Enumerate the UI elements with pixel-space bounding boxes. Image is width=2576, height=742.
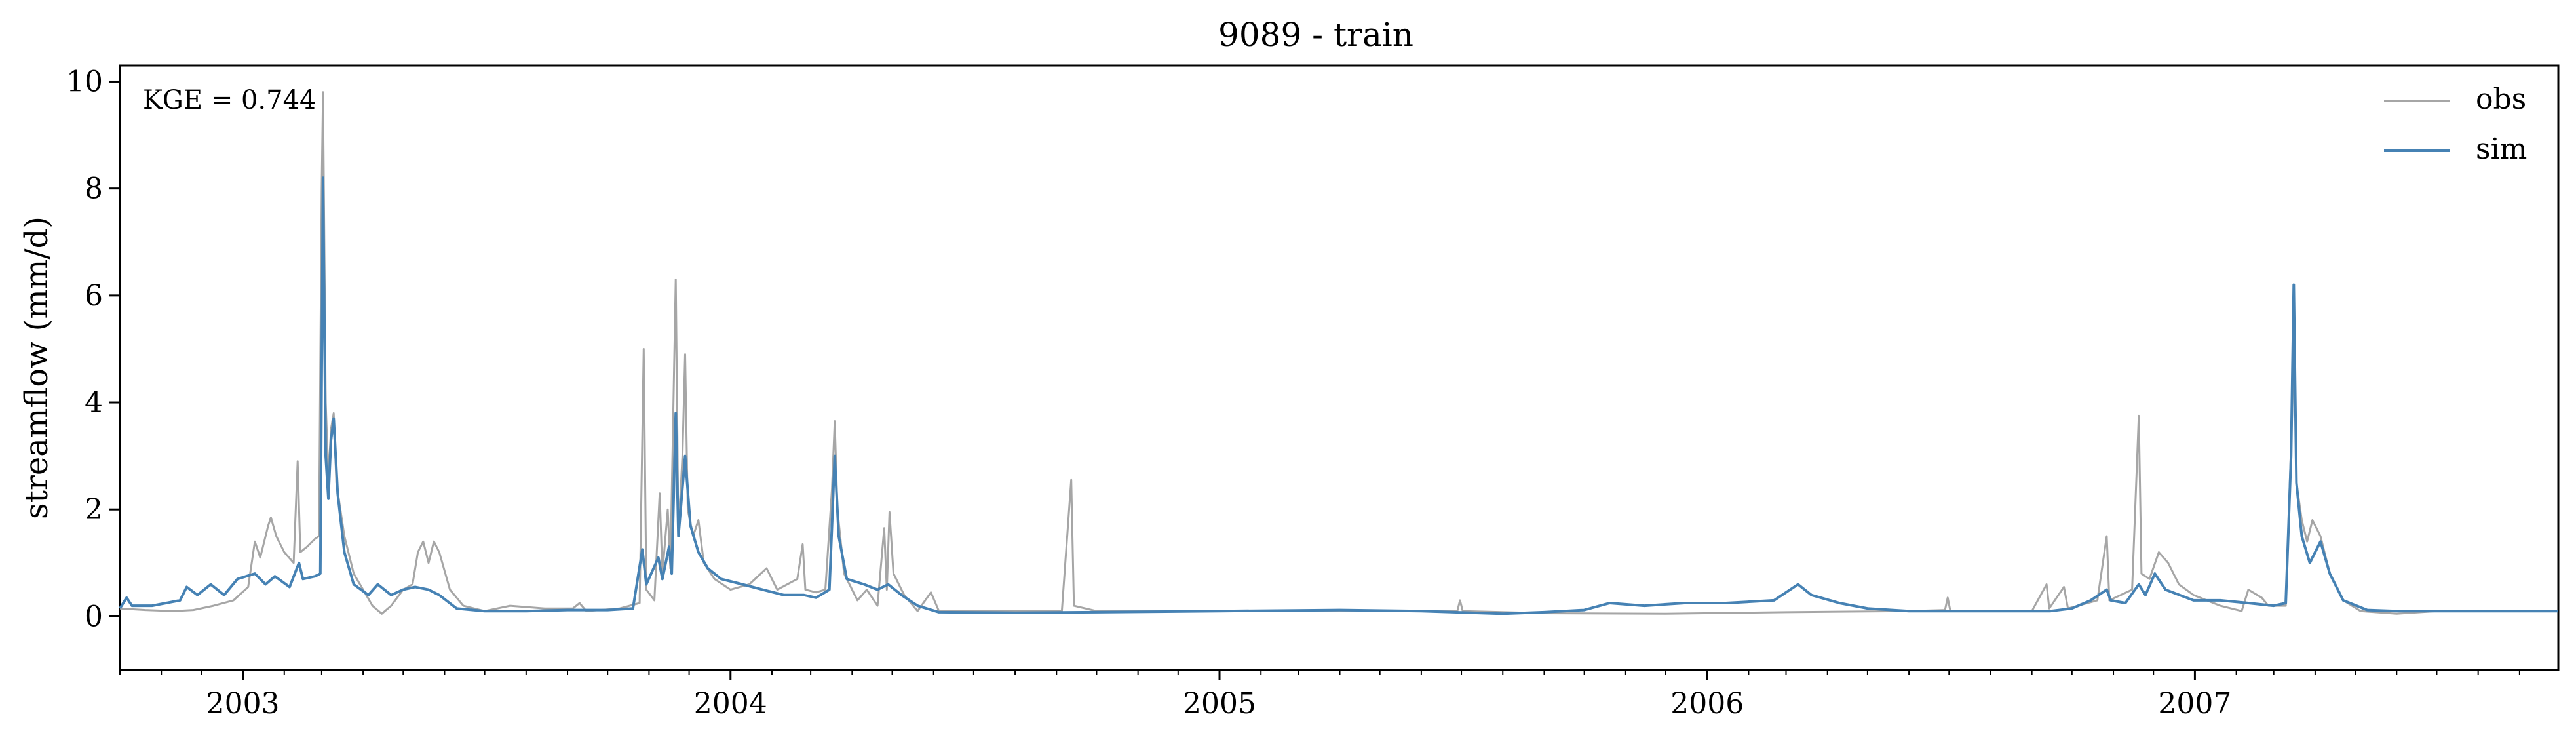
x-tick-label: 2004 [694, 687, 767, 720]
plot-frame [119, 64, 2560, 671]
plot-area: 0 2 4 6 8 10 2003 2004 2005 2006 2007 [66, 64, 2560, 720]
y-tick-label: 10 [66, 65, 103, 98]
series-line-obs [119, 91, 2558, 615]
y-tick-label: 0 [85, 600, 103, 633]
y-tick-label: 8 [85, 172, 103, 206]
y-tick-label: 2 [85, 493, 103, 526]
y-axis-label: streamflow (mm/d) [18, 216, 55, 519]
x-tick-label: 2005 [1183, 687, 1256, 720]
kge-annotation: KGE = 0.744 [143, 85, 317, 115]
x-tick-label: 2007 [2158, 687, 2231, 720]
legend: obs sim [2384, 83, 2527, 166]
y-tick-label: 4 [85, 386, 103, 420]
y-tick-label: 6 [85, 279, 103, 313]
x-axis: 2003 2004 2005 2006 2007 [119, 670, 2520, 720]
y-axis: 0 2 4 6 8 10 [66, 65, 120, 633]
legend-label-obs: obs [2476, 83, 2526, 116]
x-tick-label: 2003 [206, 687, 280, 720]
chart-title: 9089 - train [1218, 16, 1413, 54]
series-layer [119, 91, 2558, 615]
x-tick-label: 2006 [1670, 687, 1744, 720]
series-line-sim [119, 176, 2558, 615]
legend-label-sim: sim [2476, 132, 2527, 166]
